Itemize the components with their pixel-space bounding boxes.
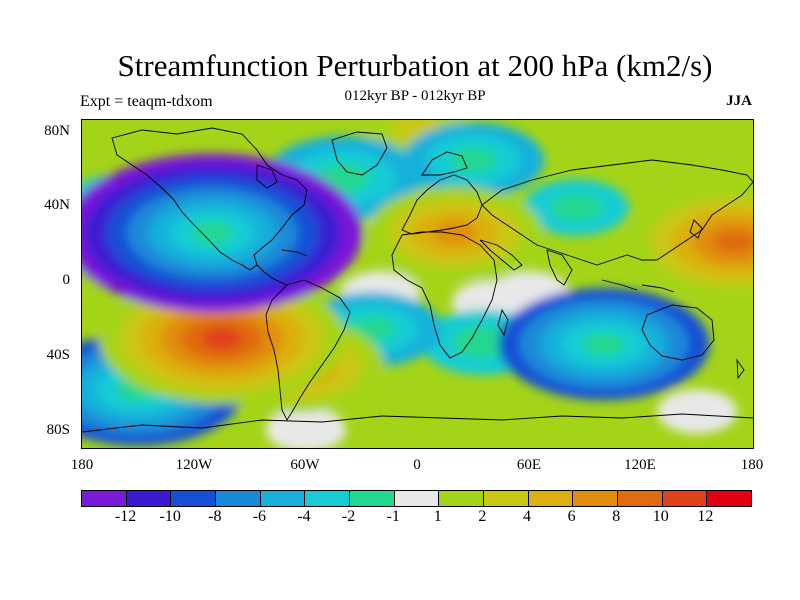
colorbar-swatch — [573, 491, 619, 506]
colorbar — [81, 490, 752, 507]
x-tick-label: 0 — [413, 457, 421, 473]
colorbar-swatch — [260, 491, 306, 506]
x-tick-label: 180 — [70, 457, 94, 473]
field-contour — [191, 221, 234, 245]
x-tick-label: 120E — [624, 457, 656, 473]
field-neutral-zone — [657, 389, 738, 434]
experiment-label: Expt = teaqm-tdxom — [80, 93, 213, 110]
colorbar-label: 6 — [567, 508, 576, 525]
colorbar-swatch — [82, 491, 127, 506]
y-tick-label: 80S — [46, 422, 70, 438]
x-tick-label: 60E — [516, 457, 542, 473]
field-contour — [201, 327, 243, 350]
y-tick-label: 40S — [46, 347, 70, 363]
colorbar-swatch — [350, 491, 395, 506]
colorbar-label: 12 — [697, 508, 714, 525]
coastlines — [82, 127, 753, 433]
colorbar-swatch — [305, 491, 351, 506]
field-contour — [713, 230, 753, 254]
colorbar-label: -10 — [159, 508, 181, 525]
map-plot-area — [81, 119, 754, 449]
colorbar-label: 8 — [612, 508, 621, 525]
x-tick-label: 120W — [175, 457, 213, 473]
colorbar-label: 10 — [652, 508, 669, 525]
x-tick-label: 60W — [290, 457, 320, 473]
y-tick-label: 40N — [44, 197, 70, 213]
field-contour — [432, 221, 477, 245]
season-label: JJA — [726, 93, 752, 109]
colorbar-swatch — [394, 491, 440, 506]
colorbar-swatch — [707, 491, 752, 506]
field-contour — [451, 325, 514, 359]
colorbar-label: -8 — [208, 508, 222, 525]
colorbar-swatch — [171, 491, 217, 506]
chart-subtitle: 012kyr BP - 012kyr BP — [344, 88, 486, 104]
field-contour — [449, 147, 497, 173]
chart-title: Streamfunction Perturbation at 200 hPa (… — [117, 48, 713, 83]
colorbar-swatch — [126, 491, 172, 506]
colorbar-swatch — [484, 491, 529, 506]
colorbar-label: -4 — [297, 508, 311, 525]
y-tick-label: 0 — [62, 272, 71, 288]
field-contour — [549, 193, 603, 222]
colorbar-swatch — [528, 491, 574, 506]
colorbar-swatch — [439, 491, 485, 506]
colorbar-label: -1 — [386, 508, 400, 525]
colorbar-label: -6 — [252, 508, 267, 525]
x-tick-label: 180 — [740, 457, 764, 473]
field-contour — [582, 332, 626, 356]
colorbar-label: -2 — [341, 508, 356, 525]
y-tick-label: 80N — [44, 123, 70, 139]
colorbar-swatch — [662, 491, 708, 506]
colorbar-swatch — [216, 491, 261, 506]
contour-field — [82, 120, 753, 448]
colorbar-label: -12 — [114, 508, 137, 525]
colorbar-swatch — [618, 491, 663, 506]
colorbar-label: 4 — [523, 508, 531, 525]
colorbar-label: 2 — [478, 508, 487, 525]
colorbar-label: 1 — [433, 508, 442, 525]
streamfunction-map — [82, 120, 753, 448]
